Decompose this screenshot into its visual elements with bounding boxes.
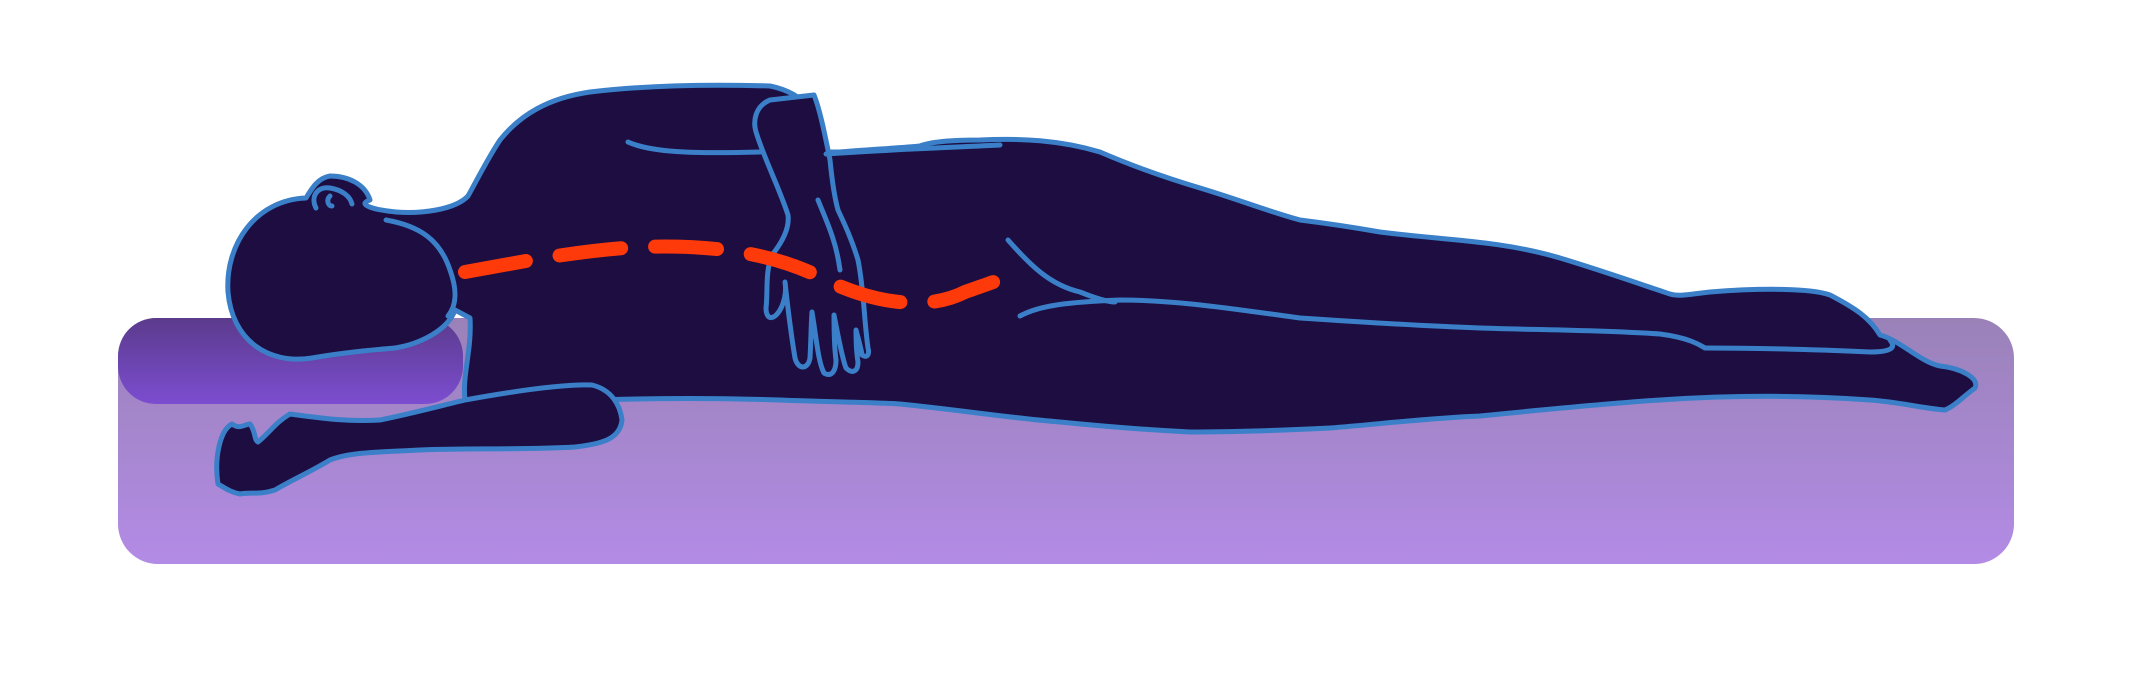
back-line [823, 142, 1003, 157]
side-sleeper-silhouette [214, 82, 1979, 497]
thigh-line [1017, 297, 1708, 351]
ear-outline [311, 185, 355, 211]
torso-front-line [815, 197, 843, 273]
shoulder-line [625, 139, 763, 156]
neck-line [383, 217, 458, 319]
ear-inner [325, 193, 335, 209]
person-lower-arm [214, 382, 625, 497]
calf-line [1702, 337, 1895, 355]
spine-alignment-line [458, 239, 1015, 310]
silhouette-detail-lines [311, 139, 1895, 355]
person-body [225, 82, 1979, 435]
